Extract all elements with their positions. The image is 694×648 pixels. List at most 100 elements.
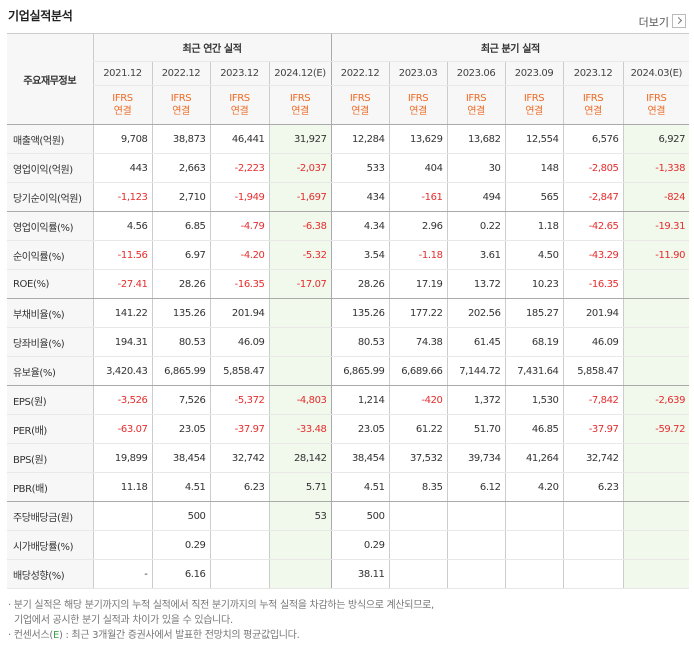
consensus-e: E [52,630,59,641]
value-cell [562,559,624,589]
value-cell: 6.12 [446,472,506,502]
value-cell: 1.18 [504,211,564,241]
value-cell: -33.48 [268,414,332,444]
value-cell: -2,805 [562,153,624,183]
row-label: 부채비율(%) [7,298,93,328]
value-cell: 141.22 [92,298,152,328]
value-cell: 37,532 [388,443,448,473]
value-cell [268,298,332,328]
value-cell: 185.27 [504,298,564,328]
value-cell: 135.26 [151,298,210,328]
basis-ifrs: IFRS [523,93,545,104]
value-cell: 4.51 [151,472,210,502]
basis-consolidated: 연결 [525,106,543,117]
value-cell: 1,214 [330,385,390,415]
footnote-2: · 컨센서스(E) : 최근 3개월간 증권사에서 발표한 전망치의 평균값입니… [8,630,300,641]
table-row: 부채비율(%) 141.22 135.26 201.94 135.26 177.22 202… [7,298,690,328]
value-cell: 0.29 [151,530,210,560]
value-cell: 4.51 [330,472,390,502]
value-cell: 6,576 [562,124,624,154]
value-cell [446,559,506,589]
value-cell: -4.79 [209,211,269,241]
basis-ifrs: IFRS [170,93,192,104]
value-cell: 6,689.66 [388,356,448,386]
value-cell: -1,338 [622,153,690,183]
table-row: 유보율(%) 3,420.43 6,865.99 5,858.47 6,865.99 6,… [7,356,690,386]
value-cell: 5,858.47 [562,356,624,386]
value-cell: -2,223 [209,153,269,183]
table-row: 영업이익(억원) 443 2,663 -2,223 -2,037 533 404 30 148-… [7,153,690,183]
value-cell: 32,742 [562,443,624,473]
value-cell: 28.26 [330,269,390,299]
footnotes: · 분기 실적은 해당 분기까지의 누적 실적에서 직전 분기까지의 누적 실적… [8,598,434,643]
table-row: 당좌비율(%) 194.31 80.53 46.09 80.53 74.38 61.45 68… [7,327,690,357]
value-cell [446,530,506,560]
basis-header: IFRS 연결 [562,85,624,125]
value-cell: 13,629 [388,124,448,154]
value-cell: 6.97 [151,240,210,270]
value-cell [622,559,690,589]
value-cell: 7,431.64 [504,356,564,386]
value-cell: 5,858.47 [209,356,269,386]
value-cell: -27.41 [92,269,152,299]
value-cell: 38,873 [151,124,210,154]
value-cell: -42.65 [562,211,624,241]
value-cell [622,327,690,357]
period-header: 2023.12 [209,61,269,86]
basis-header: IFRS 연결 [388,85,448,125]
value-cell: 8.35 [388,472,448,502]
row-label: 당기순이익(억원) [7,182,93,212]
value-cell: -17.07 [268,269,332,299]
value-cell: 74.38 [388,327,448,357]
value-cell: 1,530 [504,385,564,415]
table-row: 영업이익률(%) 4.56 6.85 -4.79 -6.38 4.34 2.96 0.22 1.… [7,211,690,241]
value-cell: 5.71 [268,472,332,502]
value-cell: 41,264 [504,443,564,473]
period-header: 2024.12(E) [268,61,332,86]
row-label-header: 주요재무정보 [7,33,93,125]
value-cell [622,472,690,502]
value-cell: 6.23 [562,472,624,502]
basis-ifrs: IFRS [646,93,667,104]
value-cell [268,356,332,386]
value-cell: 7,144.72 [446,356,506,386]
more-link[interactable]: 더보기 [639,14,686,30]
value-cell: 17.19 [388,269,448,299]
row-label: PBR(배) [7,472,93,502]
value-cell: -16.35 [209,269,269,299]
value-cell: -37.97 [209,414,269,444]
period-header: 2024.03(E) [622,61,690,86]
value-cell: 51.70 [446,414,506,444]
row-label: 당좌비율(%) [7,327,93,357]
row-label: 주당배당금(원) [7,501,93,531]
footnote-1: · 분기 실적은 해당 분기까지의 누적 실적에서 직전 분기까지의 누적 실적… [8,600,434,611]
value-cell: 23.05 [330,414,390,444]
value-cell [504,501,564,531]
basis-consolidated: 연결 [172,106,190,117]
value-cell: -37.97 [562,414,624,444]
table-row: 주당배당금(원) 500 53 500 [7,501,690,531]
row-label: 매출액(억원) [7,124,93,154]
basis-consolidated: 연결 [467,106,485,117]
value-cell: -11.56 [92,240,152,270]
value-cell: 177.22 [388,298,448,328]
value-cell [268,327,332,357]
value-cell: 404 [388,153,448,183]
value-cell: 38,454 [330,443,390,473]
basis-header: IFRS 연결 [268,85,332,125]
value-cell: 3.54 [330,240,390,270]
value-cell: -5.32 [268,240,332,270]
basis-header: IFRS 연결 [151,85,210,125]
value-cell: -1,949 [209,182,269,212]
value-cell [209,501,269,531]
value-cell: 500 [330,501,390,531]
basis-consolidated: 연결 [409,106,427,117]
basis-ifrs: IFRS [465,93,487,104]
value-cell: 4.56 [92,211,152,241]
value-cell: 6.16 [151,559,210,589]
value-cell: 4.34 [330,211,390,241]
basis-ifrs: IFRS [582,93,604,104]
value-cell [209,530,269,560]
value-cell: 12,554 [504,124,564,154]
